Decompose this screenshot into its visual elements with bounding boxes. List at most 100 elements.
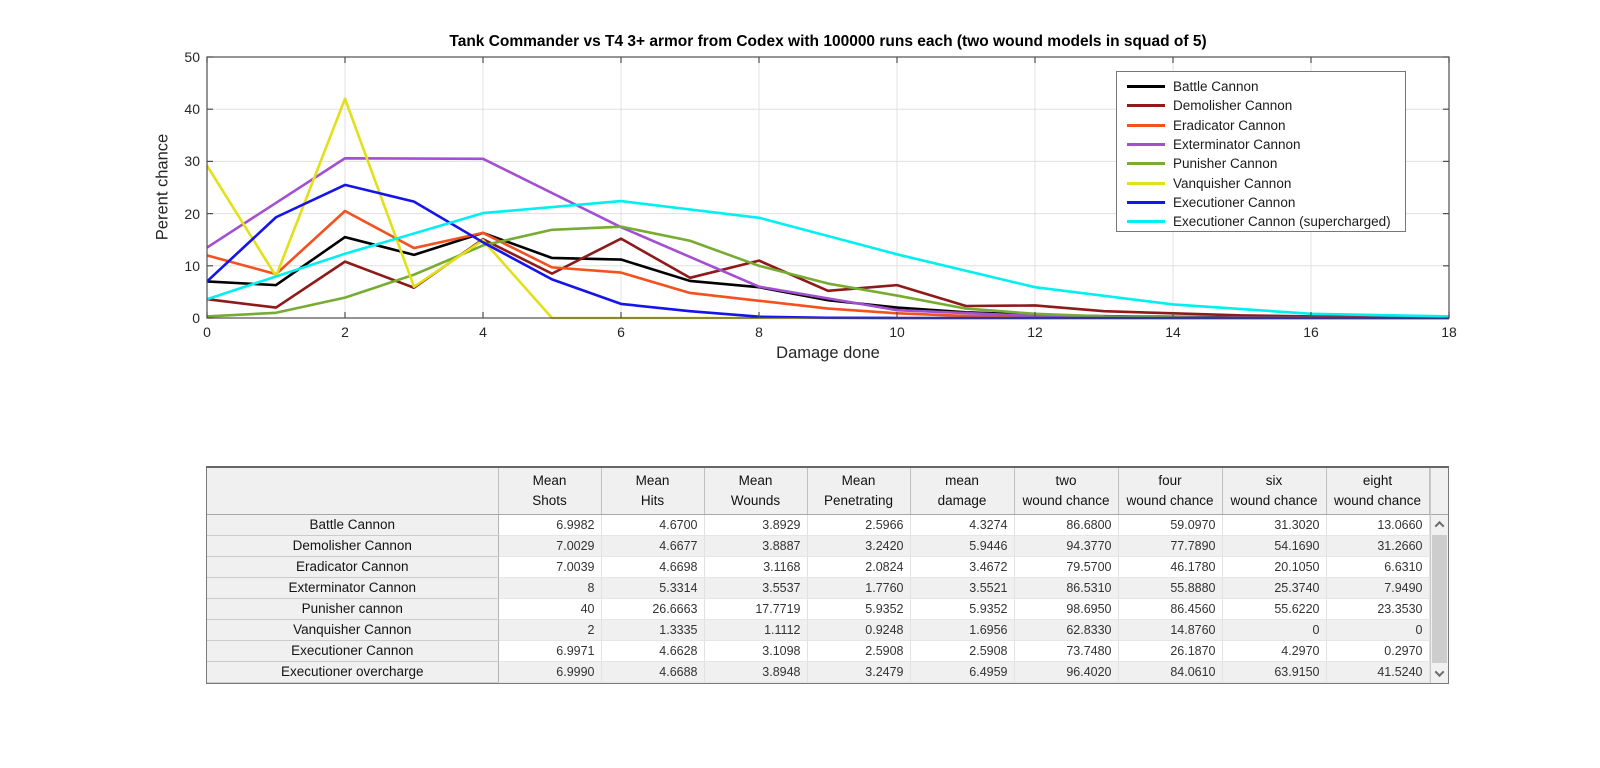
cell-r2-c4: 3.4672 [910,556,1015,578]
cell-r7-c2: 3.8948 [704,661,808,683]
legend-line-swatch [1127,123,1165,127]
cell-r3-c1: 5.3314 [601,577,705,599]
legend-label: Executioner Cannon (supercharged) [1173,214,1391,230]
cell-r7-c8: 41.5240 [1326,661,1430,683]
header-line1: mean [945,472,979,488]
x-tick-label: 0 [203,324,211,340]
x-tick-label: 2 [341,324,349,340]
legend-item-2: Eradicator Cannon [1127,116,1405,135]
header-line1: Mean [841,472,876,488]
row-name: Vanquisher Cannon [207,619,499,641]
column-header-4: Mean Penetrating [807,468,911,515]
cell-r5-c2: 1.1112 [704,619,808,641]
vertical-scrollbar[interactable] [1429,468,1448,683]
cell-r5-c3: 0.9248 [807,619,911,641]
cell-r2-c0: 7.0039 [498,556,602,578]
x-tick-label: 10 [889,324,905,340]
header-line1: Mean [635,472,670,488]
header-line2: Shots [532,492,567,508]
cell-r2-c7: 20.1050 [1222,556,1327,578]
column-header-0 [207,468,499,515]
header-line1: Mean [532,472,567,488]
legend-line-swatch [1127,200,1165,204]
row-name: Battle Cannon [207,514,499,536]
header-line2: wound chance [1333,492,1422,508]
legend-line-swatch [1127,85,1165,89]
x-axis-label: Damage done [776,344,880,362]
x-tick-label: 16 [1303,324,1319,340]
x-tick-label: 6 [617,324,625,340]
cell-r1-c1: 4.6677 [601,535,705,557]
legend-item-6: Executioner Cannon [1127,193,1405,212]
table-header-row: Mean Shots Mean Hits Mean Wounds Mean Penetrati… [207,468,1430,515]
legend-line-swatch [1127,162,1165,166]
legend-line-swatch [1127,220,1165,224]
chart-title: Tank Commander vs T4 3+ armor from Codex… [449,33,1207,50]
cell-r6-c1: 4.6628 [601,640,705,662]
legend-item-3: Exterminator Cannon [1127,135,1405,154]
column-header-9: eight wound chance [1326,468,1430,515]
legend-label: Demolisher Cannon [1173,98,1293,114]
y-axis-label: Perent chance [153,133,172,241]
chevron-up-icon [1434,520,1445,531]
cell-r5-c7: 0 [1222,619,1327,641]
cell-r2-c8: 6.6310 [1326,556,1430,578]
header-line2: Penetrating [823,492,894,508]
table-row-6: Executioner Cannon 6.9971 4.6628 3.1098 2.59… [207,640,1430,662]
column-header-1: Mean Shots [498,468,602,515]
cell-r1-c8: 31.2660 [1326,535,1430,557]
cell-r3-c8: 7.9490 [1326,577,1430,599]
cell-r1-c0: 7.0029 [498,535,602,557]
cell-r5-c4: 1.6956 [910,619,1015,641]
y-tick-label: 50 [184,49,200,65]
cell-r5-c6: 14.8760 [1118,619,1223,641]
cell-r0-c5: 86.6800 [1014,514,1119,536]
cell-r2-c6: 46.1780 [1118,556,1223,578]
column-header-2: Mean Hits [601,468,705,515]
scroll-up-button[interactable] [1430,515,1448,534]
cell-r2-c2: 3.1168 [704,556,808,578]
column-header-8: six wound chance [1222,468,1327,515]
header-line2: wound chance [1126,492,1214,508]
cell-r3-c2: 3.5537 [704,577,808,599]
cell-r7-c5: 96.4020 [1014,661,1119,683]
stats-table-container: Mean Shots Mean Hits Mean Wounds Mean Penetrati… [206,466,1449,684]
table-row-3: Exterminator Cannon 8 5.3314 3.5537 1.7760 3.… [207,577,1430,599]
table-row-2: Eradicator Cannon 7.0039 4.6698 3.1168 2.082… [207,556,1430,578]
row-name: Punisher cannon [207,598,499,620]
legend-line-swatch [1127,143,1165,147]
legend-item-1: Demolisher Cannon [1127,96,1405,115]
header-line2: wound chance [1022,492,1110,508]
cell-r0-c8: 13.0660 [1326,514,1430,536]
cell-r4-c4: 5.9352 [910,598,1015,620]
cell-r5-c1: 1.3335 [601,619,705,641]
y-tick-label: 40 [184,101,200,118]
cell-r4-c3: 5.9352 [807,598,911,620]
series-line-0 [206,231,1450,320]
cell-r0-c1: 4.6700 [601,514,705,536]
cell-r1-c4: 5.9446 [910,535,1015,557]
x-tick-label: 8 [755,324,763,340]
header-line1: Mean [738,472,773,488]
cell-r0-c7: 31.3020 [1222,514,1327,536]
header-line1: eight [1362,472,1393,488]
table-row-4: Punisher cannon 40 26.6663 17.7719 5.9352 5.9… [207,598,1430,620]
cell-r4-c1: 26.6663 [601,598,705,620]
x-tick-label: 4 [479,324,487,340]
row-name: Demolisher Cannon [207,535,499,557]
table-row-7: Executioner overcharge 6.9990 4.6688 3.8948… [207,661,1430,683]
scroll-down-button[interactable] [1430,663,1448,683]
x-tick-label: 14 [1165,324,1181,340]
column-header-5: mean damage [910,468,1015,515]
cell-r0-c2: 3.8929 [704,514,808,536]
cell-r6-c7: 4.2970 [1222,640,1327,662]
scrollbar-thumb[interactable] [1431,535,1447,663]
column-header-7: four wound chance [1118,468,1223,515]
cell-r0-c0: 6.9982 [498,514,602,536]
cell-r2-c1: 4.6698 [601,556,705,578]
y-tick-label: 30 [184,153,200,170]
cell-r7-c7: 63.9150 [1222,661,1327,683]
cell-r6-c2: 3.1098 [704,640,808,662]
cell-r4-c6: 86.4560 [1118,598,1223,620]
table-row-1: Demolisher Cannon 7.0029 4.6677 3.8887 3.242… [207,535,1430,557]
